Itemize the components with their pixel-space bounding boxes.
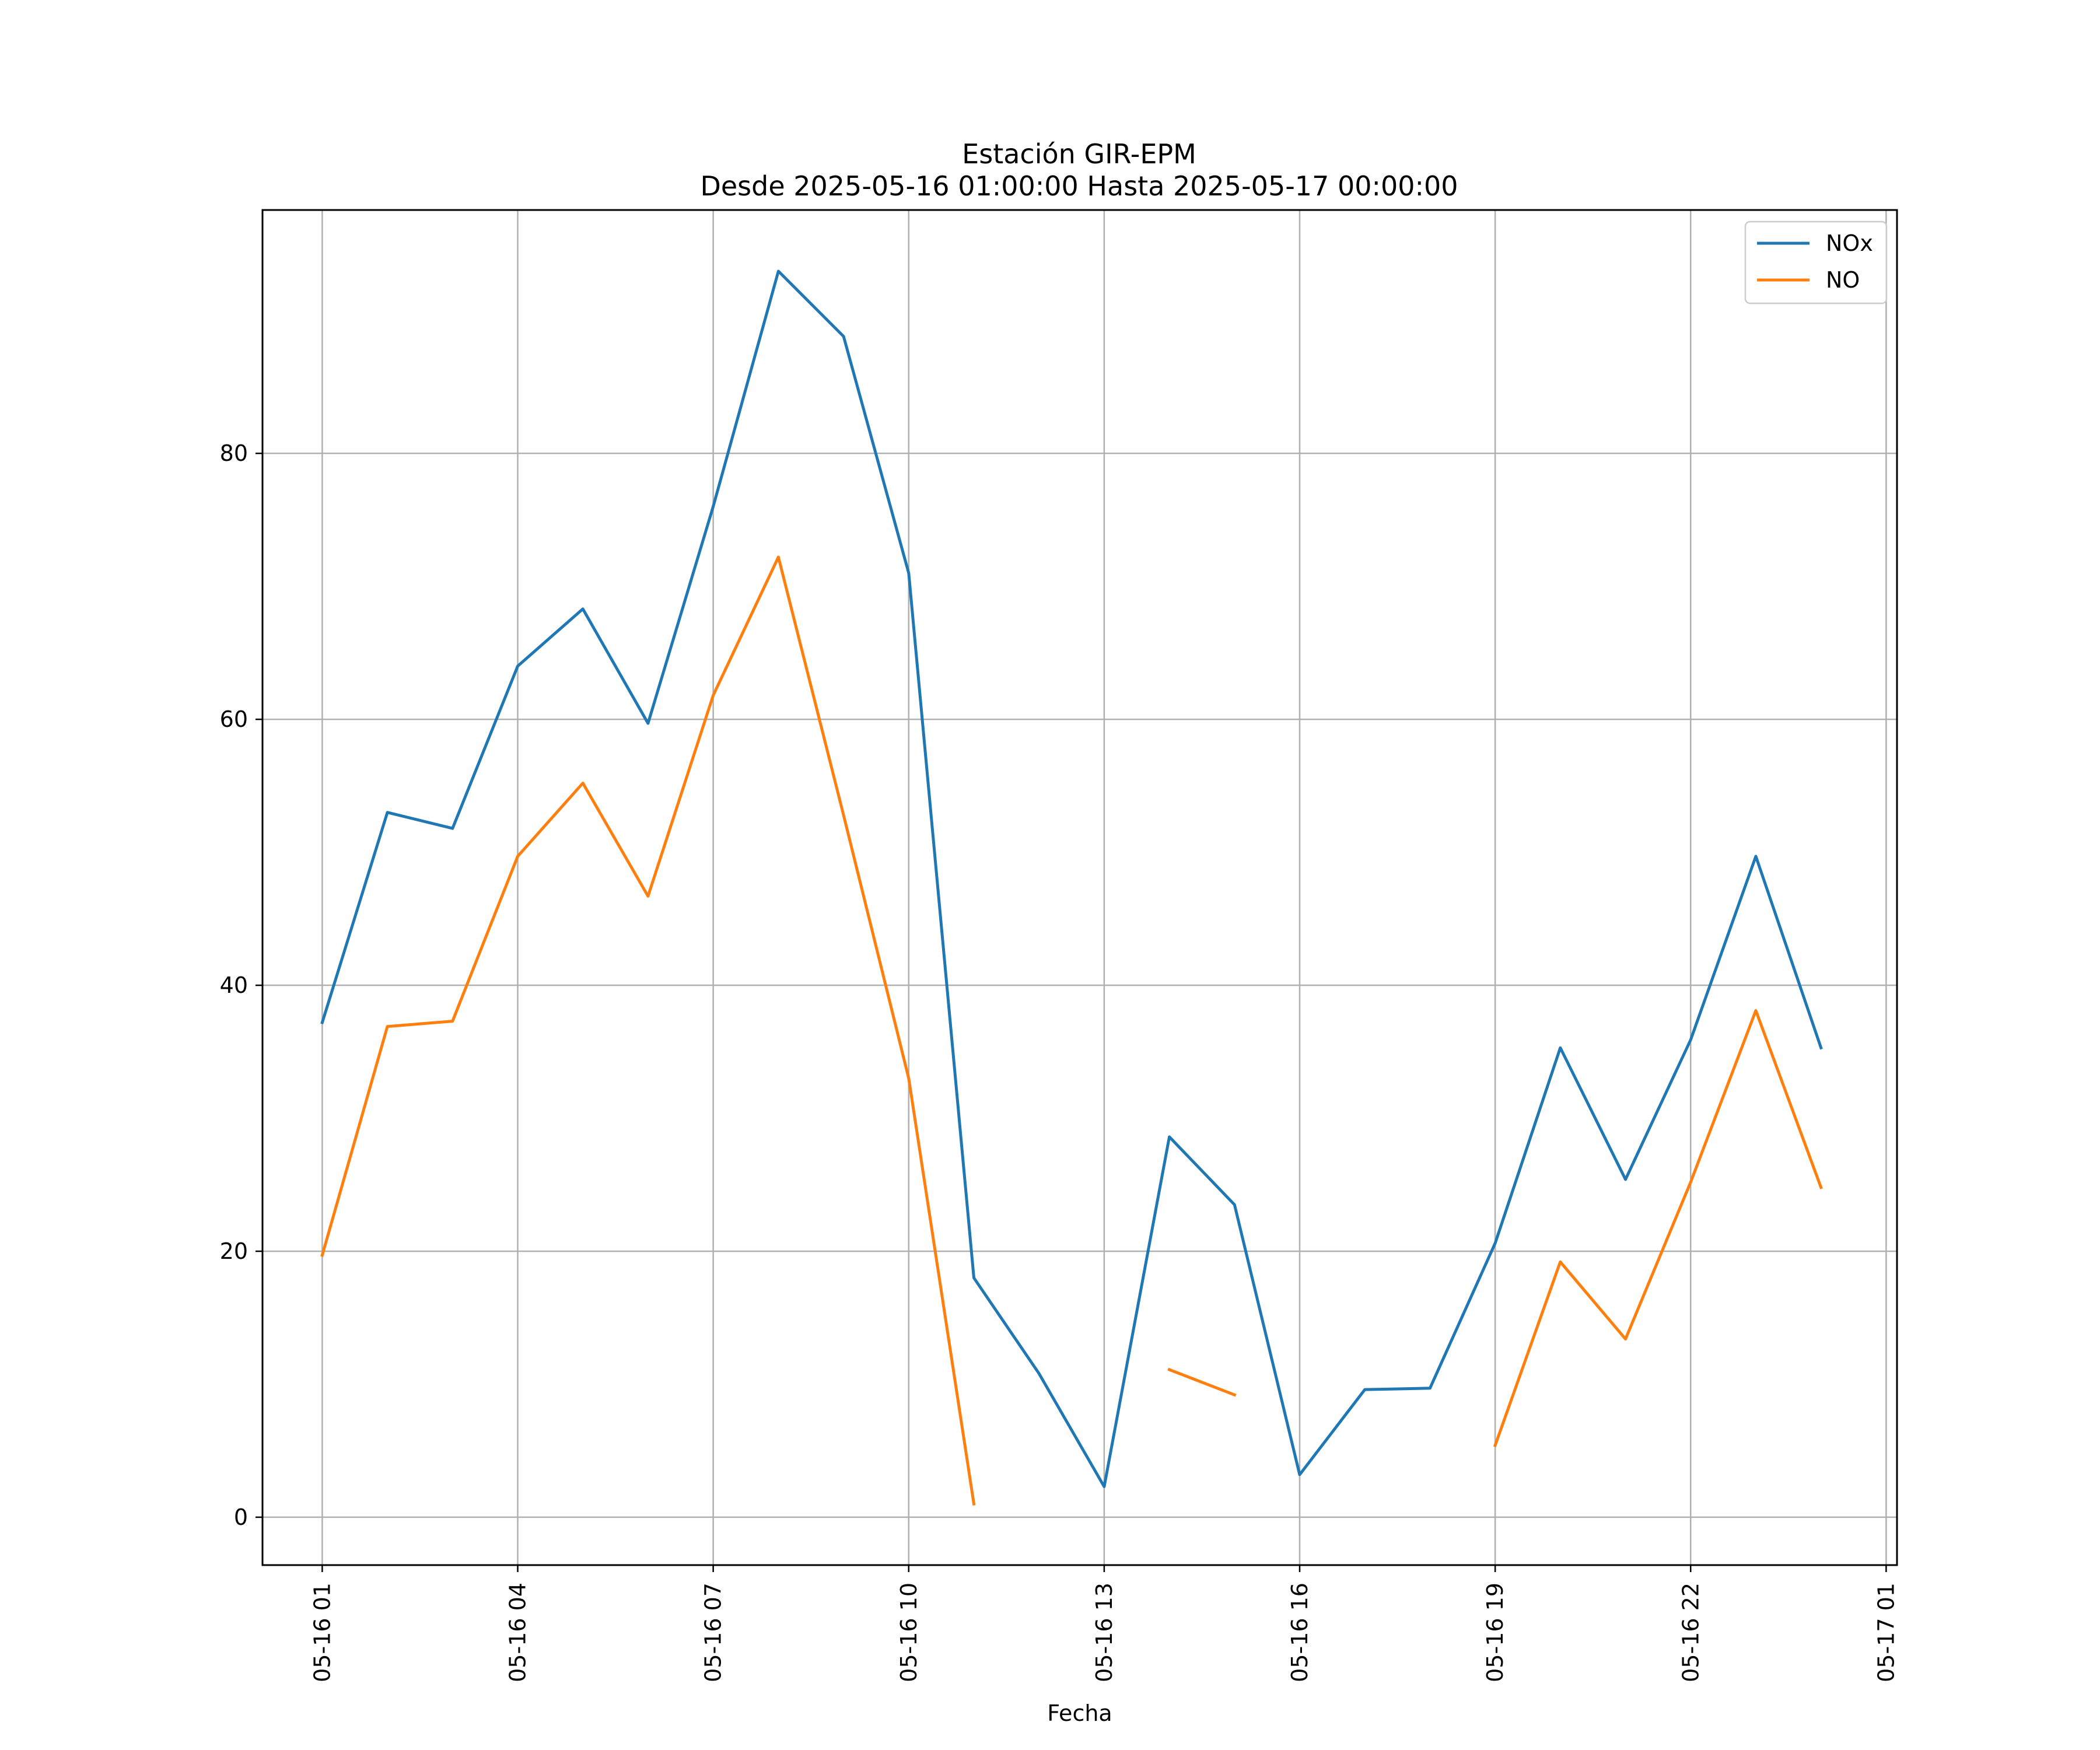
y-tick-label: 20 <box>220 1238 248 1264</box>
x-tick-label: 05-16 19 <box>1482 1583 1508 1682</box>
chart-subtitle: Desde 2025-05-16 01:00:00 Hasta 2025-05-… <box>700 170 1458 202</box>
x-tick-label: 05-16 07 <box>701 1583 726 1682</box>
series-line-nox <box>320 270 1823 1488</box>
legend-label-no: NO <box>1826 267 1860 293</box>
x-axis-label: Fecha <box>1047 1700 1112 1726</box>
y-tick-label: 40 <box>220 972 248 998</box>
x-tick-label: 05-17 01 <box>1873 1583 1899 1682</box>
grid <box>262 210 1897 1565</box>
x-tick-label: 05-16 22 <box>1678 1583 1703 1682</box>
series-lines <box>320 270 1823 1506</box>
x-tick-label: 05-16 16 <box>1287 1583 1312 1682</box>
legend-label-nox: NOx <box>1826 230 1873 256</box>
series-line-no <box>320 555 1823 1506</box>
y-tick-label: 80 <box>220 440 248 466</box>
plot-frame <box>261 209 1898 1566</box>
axis-ticks: 05-16 01 05-16 04 05-16 07 05-16 10 05-16 13… <box>220 440 1899 1682</box>
x-tick-label: 05-16 04 <box>505 1583 531 1682</box>
y-tick-label: 60 <box>220 706 248 732</box>
legend: NOx NO <box>1744 220 1888 304</box>
x-tick-label: 05-16 10 <box>896 1583 922 1682</box>
plot-area <box>262 210 1897 1565</box>
x-tick-label: 05-16 01 <box>309 1583 335 1682</box>
y-tick-label: 0 <box>234 1504 248 1530</box>
x-tick-label: 05-16 13 <box>1091 1583 1117 1682</box>
chart-title: Estación GIR-EPM <box>962 138 1196 170</box>
